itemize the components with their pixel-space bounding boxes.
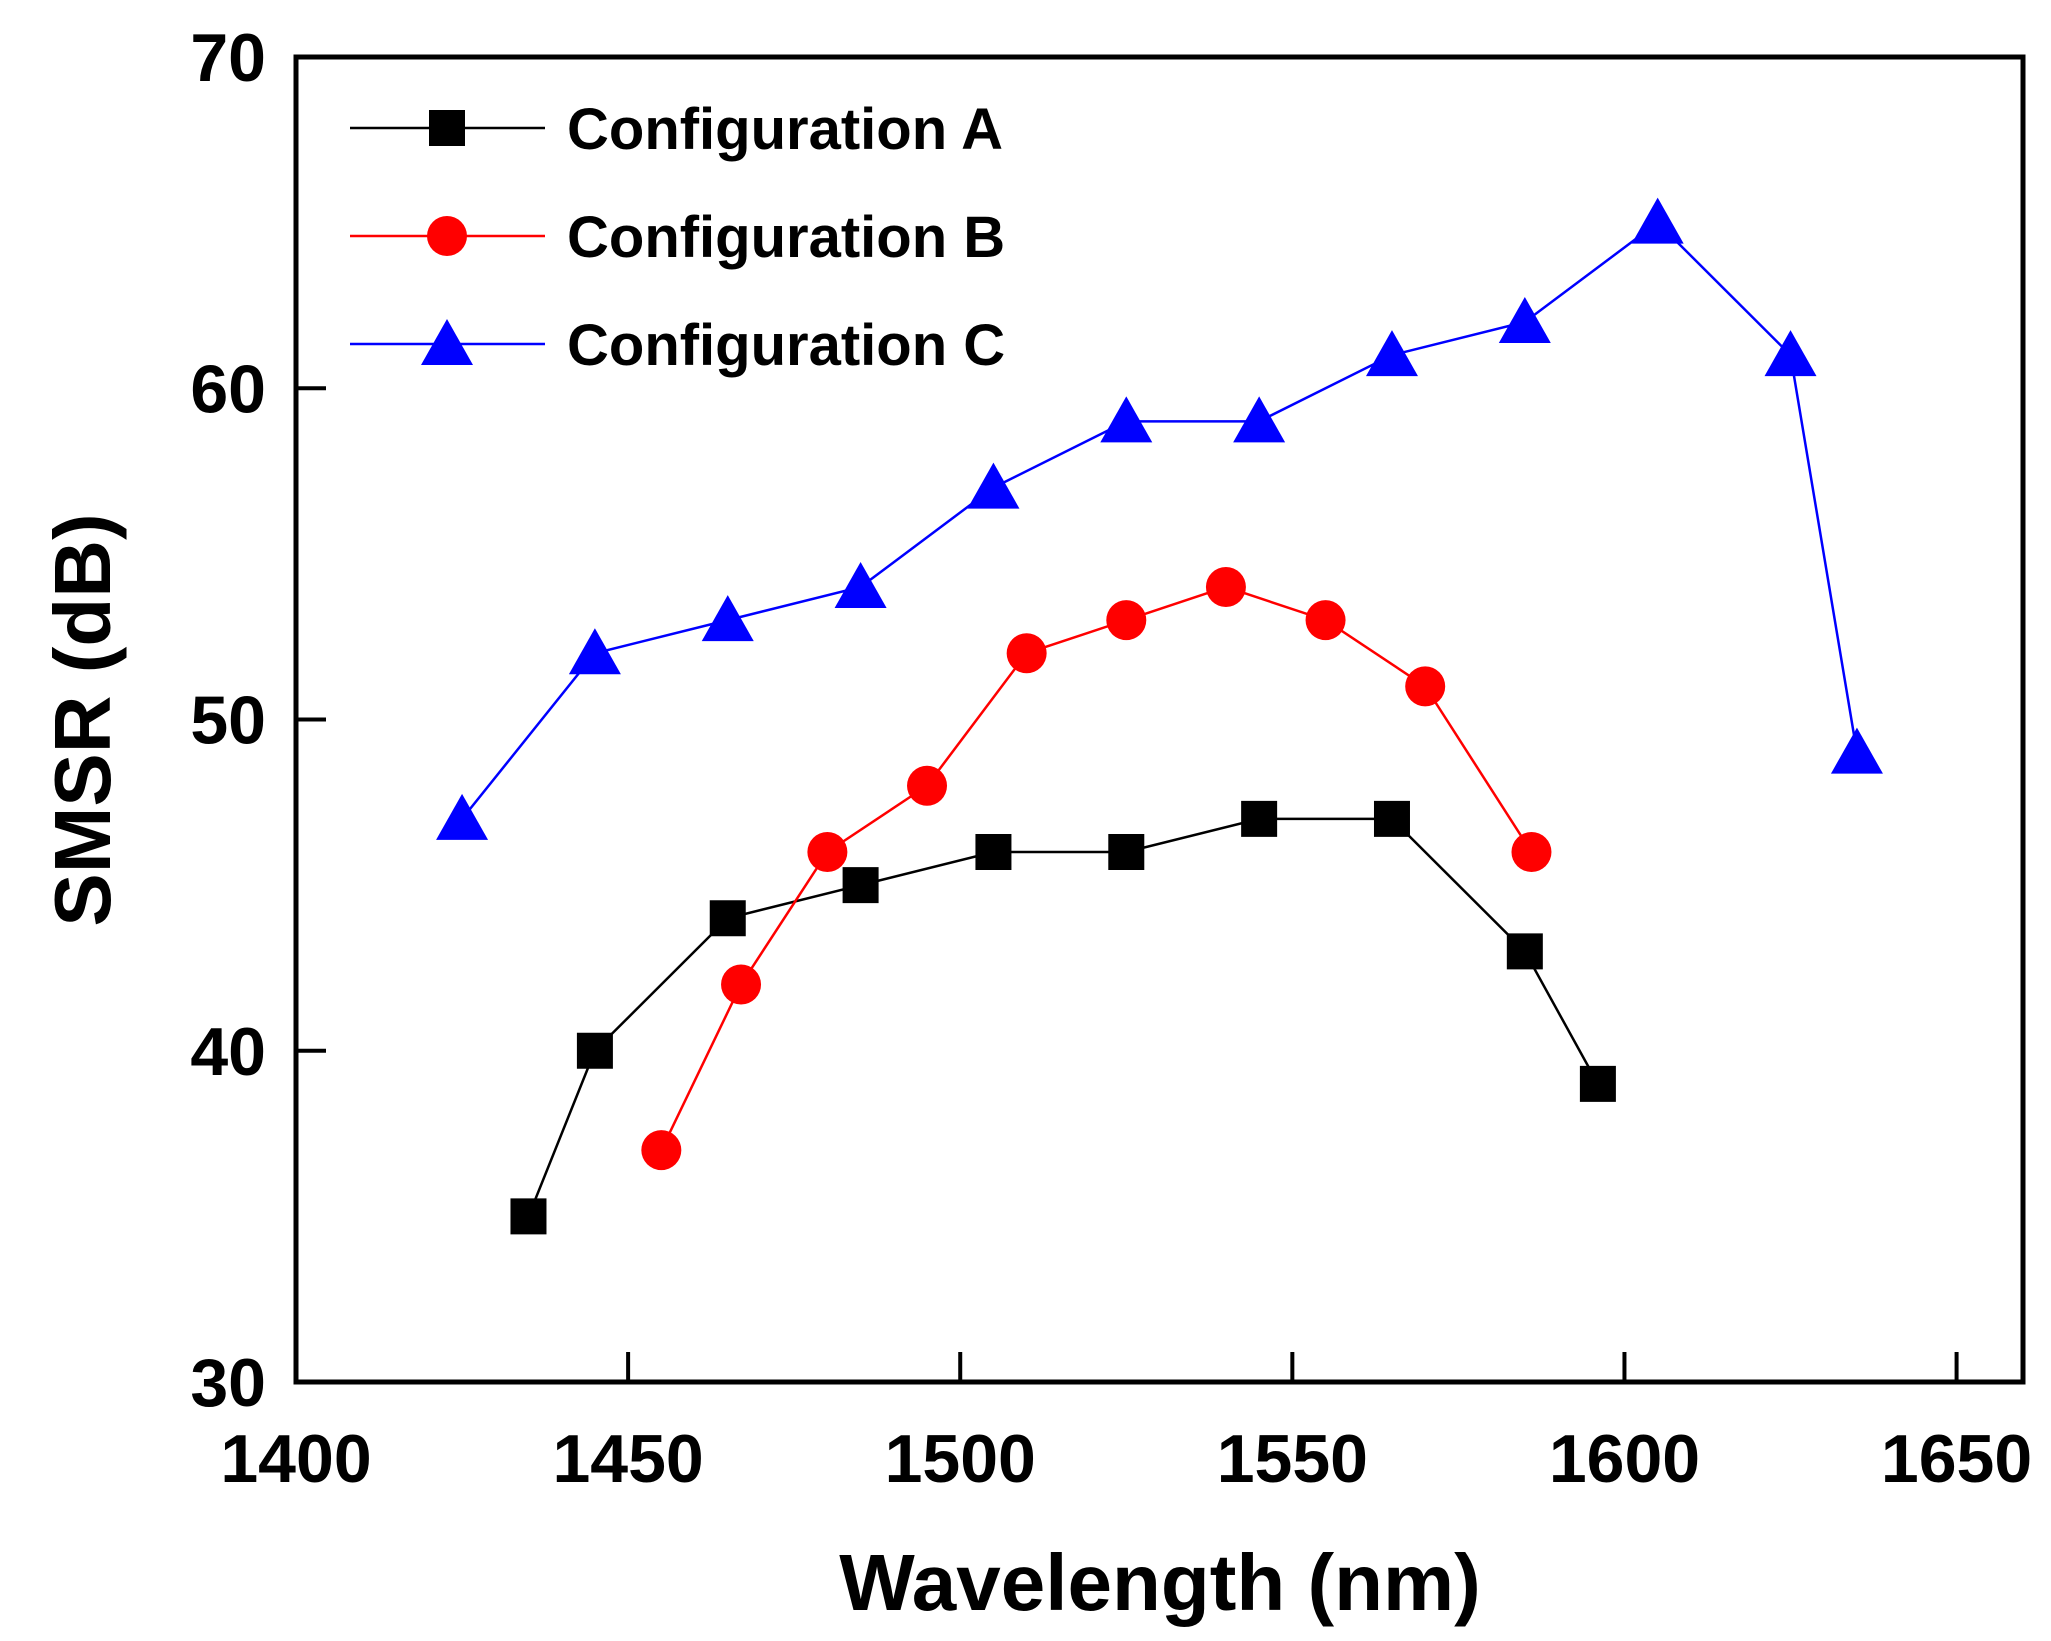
data-point-configuration-b (1205, 567, 1246, 607)
data-point-configuration-c (701, 595, 754, 642)
data-point-configuration-c (834, 562, 887, 608)
data-point-configuration-b (1405, 666, 1446, 707)
data-point-configuration-a (1506, 933, 1543, 970)
series-line-configuration-b (660, 585, 1533, 1151)
data-point-configuration-c (1498, 297, 1551, 343)
y-axis-title: SMSR (dB) (38, 513, 127, 926)
data-point-configuration-c (1233, 396, 1286, 443)
data-point-configuration-c (1830, 727, 1883, 774)
data-point-configuration-c (568, 628, 621, 675)
data-point-configuration-a (1373, 800, 1410, 837)
data-point-configuration-b (641, 1130, 682, 1171)
data-point-configuration-b (1511, 832, 1552, 872)
data-point-configuration-b (1305, 600, 1346, 641)
y-tick-label: 30 (190, 1345, 266, 1421)
legend-label-configuration-c: Configuration C (567, 313, 1005, 378)
legend: Configuration A Configuration B Configurat… (350, 97, 1005, 378)
data-point-configuration-b (1006, 633, 1047, 674)
plot-frame (293, 54, 2026, 1385)
data-point-configuration-c (1365, 330, 1418, 377)
data-point-configuration-a (1579, 1065, 1616, 1102)
y-tick-label: 40 (190, 1014, 266, 1090)
legend-marker-configuration-c (421, 319, 473, 365)
x-tick-label: 1600 (1549, 1421, 1700, 1497)
data-point-configuration-c (1100, 396, 1153, 443)
data-point-configuration-b (907, 765, 948, 806)
data-point-configuration-b (807, 832, 848, 872)
x-tick-label: 1450 (552, 1421, 703, 1497)
data-point-configuration-a (975, 834, 1012, 870)
series-line-configuration-c (461, 220, 1859, 820)
legend-label-configuration-b: Configuration B (567, 205, 1005, 270)
y-tick-label: 70 (190, 20, 266, 96)
data-point-configuration-c (436, 793, 489, 840)
data-point-configuration-c (1631, 197, 1684, 244)
data-point-configuration-a (510, 1198, 547, 1235)
series-markers (436, 197, 1883, 1235)
legend-marker-configuration-b (427, 216, 467, 256)
tick-labels: 1400 1450 1500 1550 1600 1650 30 40 50 60 70 (190, 20, 2032, 1497)
legend-label-configuration-a: Configuration A (567, 97, 1003, 162)
data-point-configuration-c (1764, 330, 1817, 377)
x-axis-title: Wavelength (nm) (839, 1538, 1480, 1627)
data-point-configuration-a (1108, 834, 1145, 870)
x-tick-label: 1400 (220, 1421, 371, 1497)
data-point-configuration-a (709, 900, 746, 937)
x-tick-label: 1500 (885, 1421, 1036, 1497)
y-tick-label: 60 (190, 351, 266, 427)
x-tick-label: 1650 (1881, 1421, 2032, 1497)
legend-marker-configuration-a (429, 110, 465, 146)
data-point-configuration-a (1241, 800, 1278, 837)
data-point-configuration-c (967, 462, 1020, 509)
y-tick-label: 50 (190, 683, 266, 759)
data-point-configuration-b (721, 964, 762, 1005)
data-point-configuration-a (576, 1032, 613, 1069)
series-lines (461, 220, 1859, 1217)
data-point-configuration-a (842, 867, 879, 904)
x-tick-label: 1550 (1217, 1421, 1368, 1497)
data-point-configuration-b (1106, 600, 1147, 641)
series-line-configuration-a (527, 817, 1599, 1217)
